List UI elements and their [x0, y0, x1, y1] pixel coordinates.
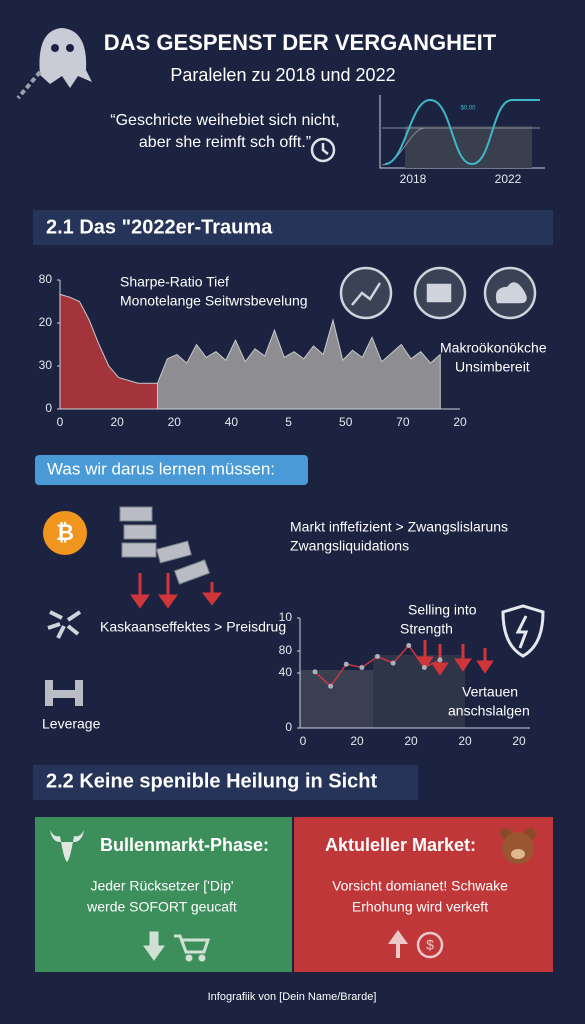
x-tick-label: 40	[225, 415, 239, 429]
subtitle: Paralelen zu 2018 und 2022	[170, 65, 395, 85]
footer: Infografiik von [Dein Name/Brarde]	[208, 991, 377, 1003]
svg-text:$: $	[426, 937, 434, 953]
x-tick-label: 20	[168, 415, 182, 429]
heading-bar	[33, 210, 553, 245]
leverage-icon	[45, 680, 83, 706]
market-text: Zwangsliquidations	[290, 538, 409, 554]
quote: aber she reimft sch offt.”	[139, 134, 311, 151]
x-tick-label: 50	[339, 415, 353, 429]
x-tick-label: 20	[350, 734, 364, 748]
selling-text: Strength	[400, 621, 453, 637]
quote: “Geschricte weihebiet sich nicht,	[110, 112, 339, 129]
mini-chart	[379, 95, 545, 169]
axis	[299, 618, 530, 729]
x-tick-label: 5	[285, 415, 292, 429]
bull-text: werde SOFORT geucaft	[86, 899, 237, 915]
bear-title: Aktuleller Market:	[325, 835, 476, 855]
svg-text:₿: ₿	[56, 520, 74, 545]
bull-title: Bullenmarkt-Phase:	[100, 835, 269, 855]
ghost-icon	[16, 28, 92, 100]
axis	[59, 280, 460, 410]
point	[375, 654, 380, 659]
lessons-heading: Was wir darus lernen müssen:	[47, 459, 275, 478]
x-tick-label: 20	[453, 415, 467, 429]
point	[406, 643, 412, 648]
cascade-text: Kaskaanseffektes > Preisdrug	[100, 619, 286, 635]
bitcoin-icon: ₿	[43, 511, 87, 555]
area	[157, 318, 441, 410]
bull-icon	[50, 830, 84, 862]
market-text: Markt inffefizient > Zwangslislaruns	[290, 519, 508, 535]
macro-label: Makroökonökche	[440, 340, 547, 356]
y-tick-label: 20	[39, 315, 53, 329]
bear-icons: $	[388, 930, 444, 959]
down-arrows	[416, 640, 494, 676]
point	[343, 661, 349, 667]
down-arrows	[130, 573, 223, 609]
mini-tag: $0.00	[460, 106, 476, 112]
y-tick-label: 40	[279, 665, 293, 679]
macro-label: Unsimbereit	[455, 359, 530, 375]
area	[59, 293, 158, 410]
x-tick-label: 20	[512, 734, 526, 748]
y-tick-label: 0	[45, 401, 52, 415]
point	[437, 657, 443, 663]
bear-text: Erhohung wird verkeft	[352, 899, 488, 915]
blocks-icon	[119, 506, 211, 585]
annotation: Monotelange Seitwrsbevelung	[120, 293, 308, 309]
point	[359, 665, 365, 670]
fan-icon	[47, 610, 82, 639]
x-tick-label: 0	[300, 734, 307, 748]
shade	[373, 655, 465, 728]
y-tick-label: 10	[279, 610, 293, 624]
section-heading: 2.1 Das "2022er-Trauma	[46, 216, 273, 238]
point	[390, 660, 396, 666]
point	[312, 669, 318, 675]
trust-text: Vertauen	[462, 684, 518, 700]
lessons-pill	[35, 455, 308, 485]
title: DAS GESPENST DER VERGANGHEIT	[104, 30, 497, 55]
y-tick-label: 80	[279, 643, 293, 657]
clock-icon	[310, 137, 336, 163]
shade	[300, 670, 373, 728]
selling-text: Selling into	[408, 602, 477, 618]
icons	[339, 266, 537, 320]
annotation: Sharpe-Ratio Tief	[120, 274, 229, 290]
x-tick-label: 20	[458, 734, 472, 748]
x-tick-label: 20	[404, 734, 418, 748]
bull-icons	[143, 931, 211, 962]
point	[328, 683, 334, 689]
x-tick-label: 0	[57, 415, 64, 429]
leverage-text: Leverage	[42, 716, 101, 732]
section-heading: 2.2 Keine spenible Heilung in Sicht	[46, 770, 378, 792]
mini-label: 2018	[400, 172, 427, 186]
shield-icon	[501, 604, 545, 658]
bull-text: Jeder Rücksetzer ['Dip'	[90, 878, 233, 894]
bear-text: Vorsicht domianet! Schwake	[332, 878, 508, 894]
y-tick-label: 80	[39, 272, 53, 286]
x-tick-label: 70	[396, 415, 410, 429]
heading-bar	[33, 765, 418, 800]
point	[421, 665, 427, 670]
y-tick-label: 30	[39, 358, 53, 372]
x-tick-label: 20	[110, 415, 124, 429]
bear-icon	[500, 828, 536, 864]
trust-text: anschslalgen	[448, 703, 530, 719]
y-tick-label: 0	[285, 720, 292, 734]
mini-label: 2022	[495, 172, 522, 186]
